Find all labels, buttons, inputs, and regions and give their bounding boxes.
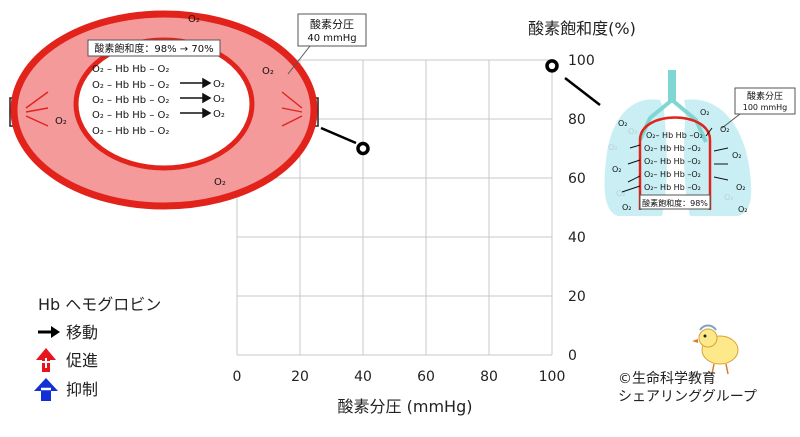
y-tick-label: 20 xyxy=(568,289,586,305)
cell-edge-lines xyxy=(25,91,303,127)
legend-title: Hb ヘモグロビン xyxy=(38,295,161,314)
lung-hb-row: O₂– Hb Hb –O₂ xyxy=(646,131,703,140)
cell-saturation-label: 酸素飽和度：98% → 70% xyxy=(94,42,213,55)
free-o2: O₂ xyxy=(188,14,200,25)
data-point-tissue xyxy=(356,141,370,156)
legend-inhibit-arrow-icon xyxy=(34,378,58,401)
y-tick-label: 60 xyxy=(568,171,586,187)
cell-hb-row: O₂ – Hb Hb – O₂ xyxy=(92,95,169,106)
cell-hb-row: O₂ – Hb Hb – O₂ xyxy=(92,64,169,75)
cell-hb-row: O₂ – Hb Hb – O₂ xyxy=(92,110,169,121)
lung-o2: O₂ xyxy=(736,183,746,192)
lung-pressure-callout xyxy=(734,87,796,115)
y-tick-labels: 0 20 40 60 80 100 xyxy=(568,53,595,364)
lung-hb-row: O₂– Hb Hb –O₂ xyxy=(644,170,701,179)
x-tick-label: 60 xyxy=(417,369,435,385)
lung-saturation-label: 酸素飽和度：98% xyxy=(642,198,708,208)
x-tick-label: 0 xyxy=(233,369,242,385)
lung-hb-row: O₂– Hb Hb –O₂ xyxy=(644,183,701,192)
lung-o2-faded: O₂ xyxy=(616,189,626,198)
tissue-leader-line xyxy=(320,126,357,145)
lung-o2-faded: O₂ xyxy=(724,193,734,202)
chick-illustration xyxy=(692,324,739,375)
lung-o2: O₂ xyxy=(622,203,632,212)
cell-hb-row: O₂ – Hb Hb – O₂ xyxy=(92,80,169,91)
legend-promote-arrow-icon xyxy=(36,348,56,372)
x-tick-labels: 0 20 40 60 80 100 xyxy=(233,369,566,385)
free-o2: O₂ xyxy=(262,66,274,77)
legend-move-arrow-icon xyxy=(38,326,60,338)
legend-promote-label: 促進 xyxy=(66,351,98,370)
lung-pressure-title: 酸素分圧 xyxy=(747,90,783,102)
free-o2: O₂ xyxy=(214,177,226,188)
credit-line-2: シェアリンググループ xyxy=(618,389,757,405)
y-tick-label: 0 xyxy=(568,348,577,364)
lung-saturation-box xyxy=(639,194,711,210)
left-lung xyxy=(604,99,667,216)
y-tick-label: 100 xyxy=(568,53,595,69)
lung-o2: O₂ xyxy=(738,205,748,214)
x-tick-label: 80 xyxy=(480,369,498,385)
trachea xyxy=(668,70,676,102)
lung-o2: O₂ xyxy=(732,151,742,160)
tissue-pressure-value: 40 mmHg xyxy=(307,33,356,44)
x-tick-label: 100 xyxy=(539,369,566,385)
bronchi xyxy=(638,98,708,143)
free-o2: O₂ xyxy=(55,116,67,127)
released-o2: O₂ xyxy=(213,79,225,90)
credit-line-1: ©生命科学教育 xyxy=(618,370,716,387)
cell-saturation-box xyxy=(87,39,221,57)
lung-o2-faded: O₂ xyxy=(608,143,618,152)
x-tick-label: 20 xyxy=(291,369,309,385)
y-axis-label: 酸素飽和度(%) xyxy=(528,19,636,38)
tissue-pressure-callout xyxy=(297,13,367,47)
lung-o2: O₂ xyxy=(700,108,710,117)
lung-o2-faded: O₂ xyxy=(628,127,638,136)
lung-o2: O₂ xyxy=(618,119,628,128)
lung-uptake-arrows xyxy=(621,127,729,193)
lung-hb-row: O₂– Hb Hb –O₂ xyxy=(644,144,701,153)
lung-o2: O₂ xyxy=(612,165,622,174)
y-tick-label: 40 xyxy=(568,230,586,246)
legend-move-label: 移動 xyxy=(66,323,98,342)
lung-o2: O₂ xyxy=(720,125,730,134)
legend-inhibit-label: 抑制 xyxy=(66,380,98,399)
lung-hb-row: O₂– Hb Hb –O₂ xyxy=(644,157,701,166)
cell-release-arrows xyxy=(180,77,212,119)
x-tick-label: 40 xyxy=(354,369,372,385)
lung-capillary-loop xyxy=(638,116,712,210)
tissue-pressure-title: 酸素分圧 xyxy=(310,17,354,31)
lung-illustration: 酸素分圧 100 mmHg O₂– Hb Hb –O₂ O₂– Hb Hb –O… xyxy=(604,70,796,216)
x-axis-label: 酸素分圧 (mmHg) xyxy=(338,397,473,416)
y-tick-label: 80 xyxy=(568,112,586,128)
lung-pressure-value: 100 mmHg xyxy=(743,103,788,112)
data-point-lung xyxy=(545,59,559,73)
tissue-red-blood-cell: 酸素飽和度：98% → 70% O₂ – Hb Hb – O₂ O₂ – Hb … xyxy=(9,10,367,210)
released-o2: O₂ xyxy=(213,109,225,120)
lung-leader-line xyxy=(564,77,601,106)
cell-hb-row: O₂ – Hb Hb – O₂ xyxy=(92,126,169,137)
released-o2: O₂ xyxy=(213,94,225,105)
